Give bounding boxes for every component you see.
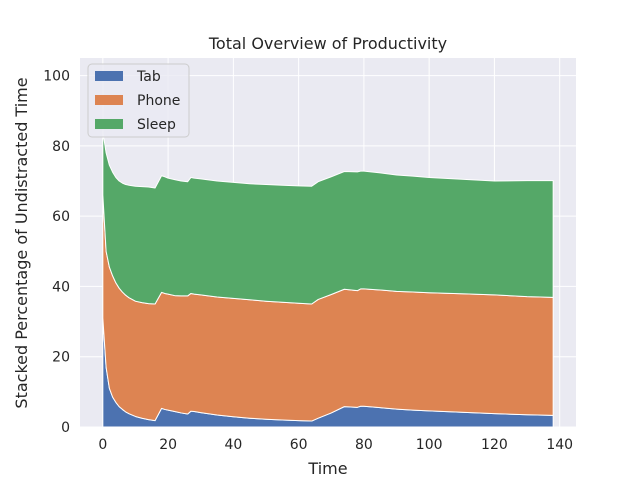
legend-label-phone: Phone: [137, 93, 180, 109]
y-tick-label: 80: [52, 139, 70, 155]
y-tick-label: 20: [52, 350, 70, 366]
legend: Tab Phone Sleep: [87, 63, 190, 138]
x-tick-label: 0: [98, 437, 107, 453]
y-axis-label: Stacked Percentage of Undistracted Time: [12, 77, 31, 408]
legend-swatch-tab: [95, 71, 123, 81]
y-tick-labels: 0 20 40 60 80 100: [43, 69, 70, 436]
y-tick-label: 100: [43, 69, 70, 85]
x-tick-label: 40: [224, 437, 242, 453]
legend-swatch-sleep: [95, 119, 123, 129]
x-tick-label: 20: [159, 437, 177, 453]
x-tick-label: 60: [290, 437, 308, 453]
x-axis-label: Time: [307, 459, 347, 478]
x-tick-label: 140: [546, 437, 573, 453]
legend-swatch-phone: [95, 95, 123, 105]
legend-label-tab: Tab: [136, 69, 161, 85]
x-tick-label: 80: [355, 437, 373, 453]
area-sleep: [102, 131, 554, 305]
x-tick-label: 100: [416, 437, 443, 453]
x-tick-labels: 0 20 40 60 80 100 120 140: [98, 437, 573, 453]
legend-label-sleep: Sleep: [137, 117, 176, 133]
legend-box: [87, 63, 190, 138]
y-tick-label: 40: [52, 279, 70, 295]
y-tick-label: 60: [52, 209, 70, 225]
x-tick-label: 120: [481, 437, 508, 453]
chart-title: Total Overview of Productivity: [208, 34, 447, 53]
y-tick-label: 0: [61, 420, 70, 436]
stacked-areas: [102, 131, 554, 428]
